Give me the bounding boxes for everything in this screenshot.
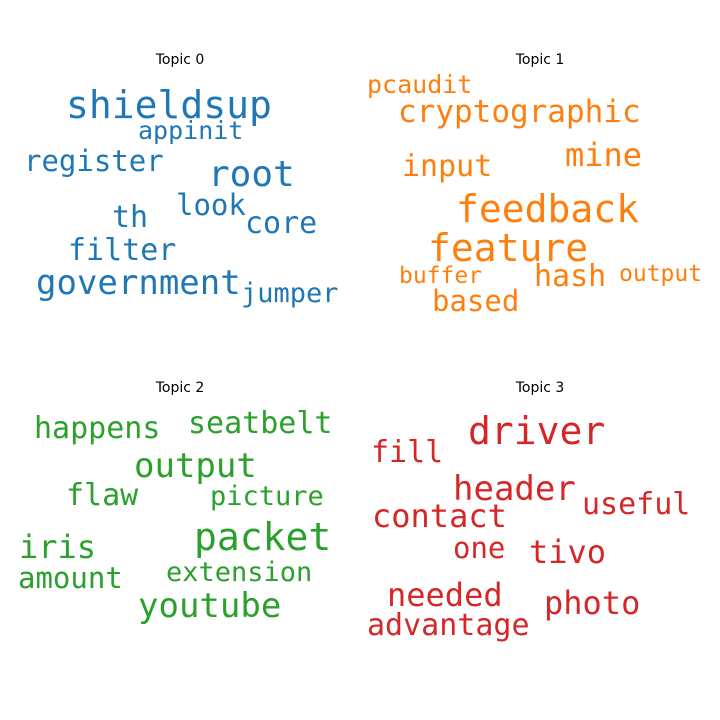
topic-3-word-tivo: tivo xyxy=(529,533,607,571)
topic-2-word-output: output xyxy=(134,446,257,486)
topic-0-word-root: root xyxy=(208,154,295,195)
topic-3-word-needed: needed xyxy=(387,576,503,614)
topic-0-word-core: core xyxy=(245,206,318,241)
topic-3-word-contact: contact xyxy=(372,497,507,535)
topic-2-word-happens: happens xyxy=(34,411,161,446)
topic-2-word-extension: extension xyxy=(166,557,313,588)
topic-0-word-shieldsup: shieldsup xyxy=(66,83,272,127)
topic-3-word-driver: driver xyxy=(468,409,606,453)
topic-1-word-buffer: buffer xyxy=(399,263,483,289)
topic-0-word-register: register xyxy=(24,144,164,178)
topic-1-word-hash: hash xyxy=(534,259,607,294)
topic-0-word-th: th xyxy=(112,200,149,235)
topic-1-word-based: based xyxy=(432,284,520,318)
topic-0-word-government: government xyxy=(36,263,241,303)
topic-2-word-packet: packet xyxy=(194,515,332,559)
topic-2-word-picture: picture xyxy=(210,481,324,512)
topic-1-word-input: input xyxy=(402,149,493,184)
topic-2-word-flaw: flaw xyxy=(66,478,139,513)
topic-2-word-seatbelt: seatbelt xyxy=(188,406,333,441)
topic-0-word-look: look xyxy=(176,188,246,222)
topic-2-word-youtube: youtube xyxy=(138,586,282,626)
topic-2-word-iris: iris xyxy=(19,528,97,566)
topic-2-cloud: happens seatbelt output flaw picture packet ir… xyxy=(0,360,360,720)
topic-0-title: Topic 0 xyxy=(155,52,205,68)
topic-3-word-advantage: advantage xyxy=(367,608,530,643)
topic-0-panel: Topic 0 shieldsup root register appinit look… xyxy=(0,0,360,360)
topic-1-word-feedback: feedback xyxy=(456,187,640,231)
topic-1-word-mine: mine xyxy=(565,136,643,174)
topic-3-word-photo: photo xyxy=(544,584,641,622)
topic-1-word-feature: feature xyxy=(428,226,589,270)
topic-3-word-useful: useful xyxy=(582,487,691,522)
topic-1-cloud: pcaudit cryptographic mine input feedback fea… xyxy=(360,0,720,360)
topic-3-panel: Topic 3 driver fill header useful contact one… xyxy=(360,360,720,720)
topic-2-title: Topic 2 xyxy=(155,380,205,396)
topic-1-word-pcaudit: pcaudit xyxy=(367,70,473,99)
topic-1-word-cryptographic: cryptographic xyxy=(398,94,641,130)
topic-3-word-fill: fill xyxy=(371,435,444,470)
topic-1-title: Topic 1 xyxy=(515,52,565,68)
topic-2-word-amount: amount xyxy=(18,561,123,595)
topic-1-word-output: output xyxy=(619,261,703,287)
topic-0-word-jumper: jumper xyxy=(241,278,339,309)
topic-2-panel: Topic 2 happens seatbelt output flaw picture… xyxy=(0,360,360,720)
topic-3-title: Topic 3 xyxy=(515,380,565,396)
topic-1-panel: Topic 1 pcaudit cryptographic mine input fee… xyxy=(360,0,720,360)
topic-3-word-one: one xyxy=(453,531,506,565)
topic-3-cloud: driver fill header useful contact one tivo need… xyxy=(360,360,720,720)
topic-0-cloud: shieldsup root register appinit look th core fi… xyxy=(0,0,360,360)
topic-0-word-filter: filter xyxy=(68,233,177,268)
topic-0-word-appinit: appinit xyxy=(138,116,244,145)
topic-3-word-header: header xyxy=(453,469,576,509)
